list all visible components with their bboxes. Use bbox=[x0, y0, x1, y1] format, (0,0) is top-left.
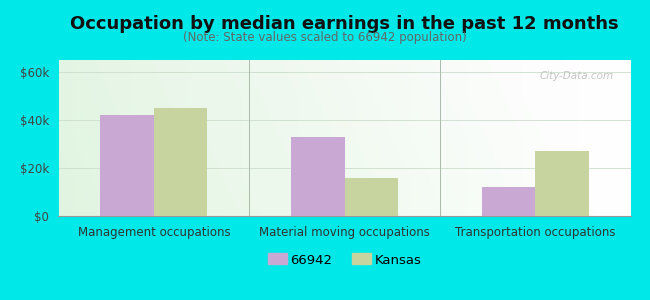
Bar bbox=[101, 115, 154, 216]
Bar bbox=[291, 137, 344, 216]
Bar bbox=[535, 151, 588, 216]
Bar bbox=[344, 178, 398, 216]
Bar bbox=[482, 187, 535, 216]
Bar bbox=[154, 108, 207, 216]
Text: (Note: State values scaled to 66942 population): (Note: State values scaled to 66942 popu… bbox=[183, 32, 467, 44]
Title: Occupation by median earnings in the past 12 months: Occupation by median earnings in the pas… bbox=[70, 15, 619, 33]
Text: City-Data.com: City-Data.com bbox=[540, 71, 614, 81]
Legend: 66942, Kansas: 66942, Kansas bbox=[263, 248, 426, 272]
